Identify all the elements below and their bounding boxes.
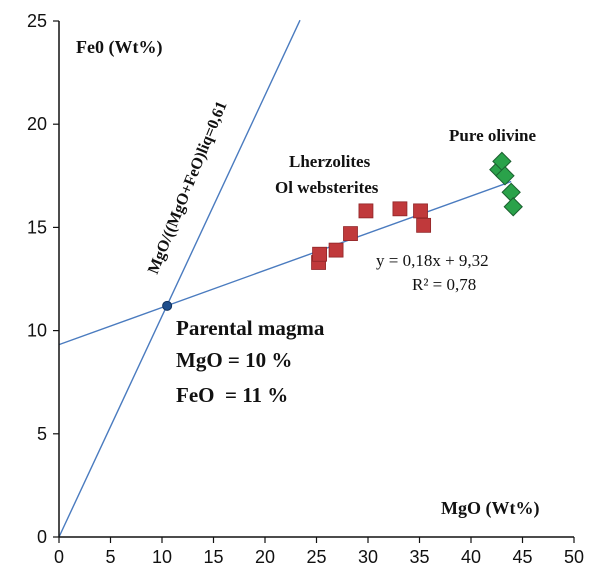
- equilibrium-line: [58, 19, 301, 538]
- r-squared-label: R² = 0,78: [412, 275, 476, 294]
- x-tick-label: 20: [255, 547, 275, 567]
- parental-feo-label: FeO = 11 %: [176, 383, 288, 407]
- pure-olivine-label: Pure olivine: [449, 126, 536, 145]
- regression-equation-label: y = 0,18x + 9,32: [376, 251, 489, 270]
- x-tick-label: 25: [306, 547, 326, 567]
- lherzolite-point: [416, 217, 432, 233]
- x-tick-label: 50: [564, 547, 584, 567]
- x-tick-label: 45: [512, 547, 532, 567]
- lherzolites-label: Lherzolites: [289, 152, 371, 171]
- y-tick-label: 25: [27, 11, 47, 31]
- x-tick-label: 35: [409, 547, 429, 567]
- lherzolite-point: [328, 242, 344, 258]
- x-tick-label: 0: [54, 547, 64, 567]
- fit-lines-layer: [58, 19, 512, 538]
- olivine-point: [495, 166, 515, 186]
- parental-magma-title: Parental magma: [176, 316, 325, 340]
- x-tick-label: 40: [461, 547, 481, 567]
- lherzolite-point: [343, 226, 358, 241]
- regression-line: [58, 180, 512, 346]
- olivine-point: [503, 197, 523, 217]
- x-tick-label: 10: [152, 547, 172, 567]
- lherzolite-point: [358, 203, 374, 219]
- x-tick-label: 5: [105, 547, 115, 567]
- equilibrium-line-label: MgO/((MgO+FeO)liq=0,61: [145, 99, 231, 277]
- ol-websterites-label: Ol websterites: [275, 178, 379, 197]
- y-tick-label: 20: [27, 114, 47, 134]
- parental-magma-point: [162, 300, 173, 311]
- x-tick-label: 30: [358, 547, 378, 567]
- y-tick-label: 10: [27, 321, 47, 341]
- olivine-point: [501, 182, 521, 203]
- x-tick-label: 15: [203, 547, 223, 567]
- y-tick-label: 5: [37, 424, 47, 444]
- lherzolite-point: [312, 246, 327, 262]
- y-tick-label: 0: [37, 527, 47, 547]
- y-axis-title: Fe0 (Wt%): [76, 37, 162, 58]
- parental-mgo-label: MgO = 10 %: [176, 348, 292, 372]
- y-tick-label: 15: [27, 217, 47, 237]
- lherzolite-point: [413, 203, 428, 219]
- axis-layer: 0 5 10 15 20 25 30 35 40 45 50 0 5 10 15 20 25: [27, 11, 584, 567]
- data-marks-layer: [162, 151, 523, 311]
- lherzolite-point: [392, 201, 408, 217]
- x-axis-title: MgO (Wt%): [441, 498, 539, 519]
